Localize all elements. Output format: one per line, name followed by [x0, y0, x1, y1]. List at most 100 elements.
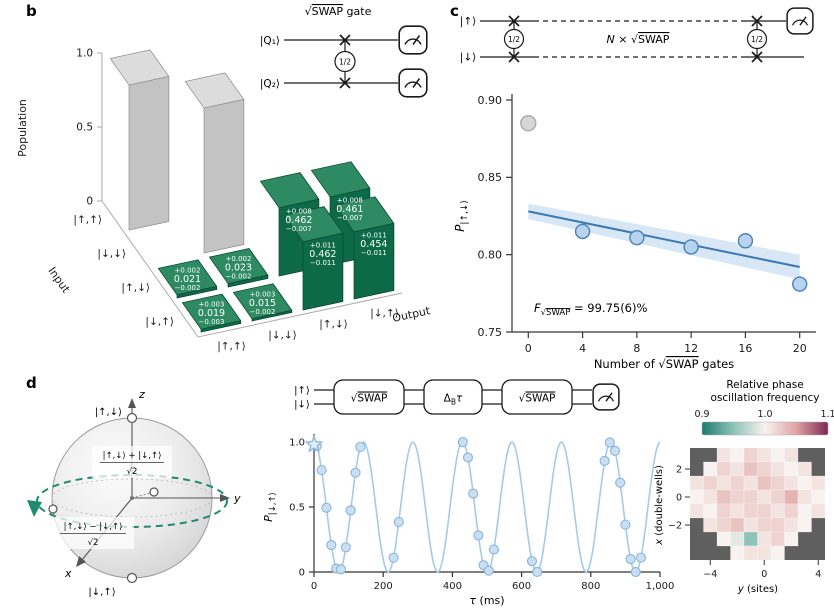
bar-error-plus: +0.003 [250, 290, 276, 298]
half-power-label: 1/2 [339, 58, 351, 67]
x-tick-label: 600 [512, 581, 531, 592]
data-point [340, 542, 351, 553]
label-backdrop [92, 446, 172, 478]
y-tick-label: 0.80 [478, 248, 503, 261]
heatmap-cell [743, 475, 758, 491]
output-state-label: |↑,↑⟩ [217, 341, 246, 353]
y-axis-title: P|↑,↓⟩ [453, 200, 470, 232]
minus-state-dot [48, 504, 58, 514]
output-state-label: |↑,↓⟩ [319, 319, 348, 331]
gate-box-swap1 [333, 379, 405, 415]
heatmap-cell [703, 503, 718, 519]
heatmap-cell [784, 503, 799, 519]
data-point [792, 276, 808, 292]
data-point [615, 477, 626, 488]
heatmap-cell [770, 503, 785, 519]
ket-up: |↑⟩ [294, 386, 310, 397]
north-state-label: |↑,↓⟩ [95, 407, 122, 418]
bar-error-plus: +0.002 [175, 266, 201, 274]
numerator: |↑,↓⟩ + |↓,↑⟩ [103, 451, 162, 461]
heatmap-cell [757, 545, 772, 561]
bar-value: 0.021 [174, 274, 201, 285]
y-axis-label: y [233, 492, 241, 505]
gate-label-swap1: √SWAP [351, 393, 388, 405]
heatmap-cell [797, 517, 812, 533]
heatmap-cell [703, 461, 718, 477]
z-tick-label: 0.5 [76, 122, 93, 134]
numerator: |↑,↓⟩ − |↓,↑⟩ [64, 522, 123, 532]
x-tick-label: 800 [581, 581, 600, 592]
bar-top-face [310, 161, 371, 198]
data-point [625, 554, 636, 565]
meter-icon [592, 383, 620, 411]
bar-top-face [109, 49, 170, 86]
x-axis-title: τ (ms) [469, 594, 504, 607]
output-state-label: |↓,↓⟩ [268, 330, 297, 342]
bar-error-minus: −0.003 [199, 318, 225, 326]
x-tick-label: 0 [525, 342, 532, 355]
circuit-title: √SWAP gate [305, 5, 372, 18]
qubit1-ket: |Q₁⟩ [260, 35, 280, 47]
x-tick-label: 0 [311, 581, 317, 592]
bar-top-face [334, 196, 395, 233]
bar-top-face [208, 248, 269, 284]
input-axis-title: Input [45, 265, 72, 296]
z-arrowhead-icon [128, 398, 136, 408]
confidence-band [528, 203, 800, 280]
data-point [321, 502, 332, 513]
panel-b-label: b [26, 2, 37, 20]
fidelity-annotation: F√SWAP = 99.75(6)% [534, 301, 647, 318]
heatmap-cell [757, 489, 772, 505]
heatmap-cell [770, 517, 785, 533]
half-power-circle [503, 28, 525, 50]
label-backdrop [592, 29, 684, 49]
heatmap-cell [730, 517, 745, 533]
sphere-center-dot [130, 496, 134, 500]
panel-d-label: d [26, 374, 37, 392]
heatmap-cell [703, 489, 718, 505]
z-tick-label: 1.0 [76, 48, 93, 60]
x-tick-label: 16 [738, 342, 752, 355]
heatmap-cell [716, 447, 731, 463]
x-axis-label: x [64, 567, 72, 580]
heatmap-cell [784, 475, 799, 491]
bar-error-minus: −0.011 [310, 259, 336, 267]
heatmap-cell [757, 503, 772, 519]
data-point [473, 530, 484, 541]
heatmap-cell [730, 489, 745, 505]
heatmap-cell [730, 475, 745, 491]
heatmap-cell [716, 531, 731, 547]
meter-icon [786, 7, 814, 35]
y-arrowhead-icon [220, 494, 230, 502]
phase-oscillation-panel: |↑⟩ |↓⟩ √SWAP ΔBτ √SWAP P|↓,↑⟩ τ (ms) 00… [262, 379, 674, 607]
heatmap-title-line2: oscillation frequency [711, 392, 820, 404]
panel-c-label: c [450, 2, 459, 20]
trajectory-arrowhead-icon [27, 500, 42, 517]
data-point [350, 467, 361, 478]
minus-superposition-label: |↑,↓⟩ − |↓,↑⟩ √2 [52, 517, 134, 549]
south-pole-dot [126, 572, 138, 584]
heatmap-cell [770, 545, 785, 561]
heatmap-cell [811, 489, 826, 505]
x-tick-label: 1,000 [646, 581, 675, 592]
y-tick-label: 0.5 [289, 503, 305, 514]
z-axis-title: Population [16, 99, 29, 157]
ramsey-circuit: |↑⟩ |↓⟩ √SWAP ΔBτ √SWAP [294, 379, 620, 415]
oscillation-plot: 0 0.5 1.0 0 200 400 600 800 1,000 [289, 434, 674, 592]
bar-error-minus: −0.011 [361, 249, 387, 257]
heatmap-cell [770, 447, 785, 463]
colorbar [701, 421, 829, 436]
n-swap-circuit: |↑⟩ |↓⟩ 1/2 1/2 N × √SWAP [460, 7, 814, 64]
heatmap-cell [811, 475, 826, 491]
data-point [388, 552, 399, 563]
bar-error-minus: −0.002 [250, 308, 276, 316]
half-power-label: 1/2 [508, 35, 520, 44]
bar-top-face [157, 259, 218, 296]
bar-error-plus: +0.003 [199, 301, 225, 309]
bar-error-minus: −0.002 [175, 284, 201, 292]
data-point [532, 566, 543, 577]
heatmap-cell [730, 545, 745, 561]
heatmap-cell [730, 461, 745, 477]
heatmap-cell [716, 489, 731, 505]
heatmap-title-line1: Relative phase [726, 379, 803, 391]
